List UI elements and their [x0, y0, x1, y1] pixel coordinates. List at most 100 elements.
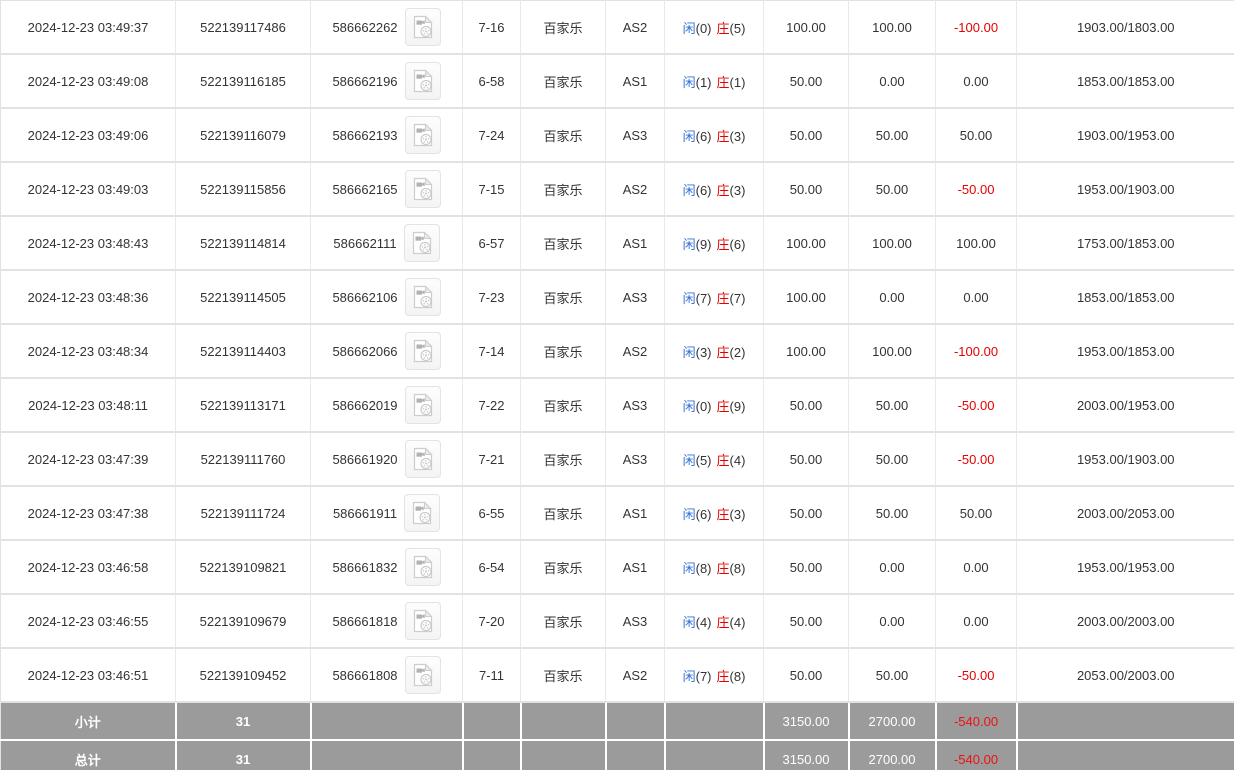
- banker-count: (4): [729, 452, 746, 468]
- table-no-cell: 6-54: [462, 540, 521, 595]
- video-replay-button[interactable]: [403, 224, 440, 262]
- player-label: 闲: [682, 668, 696, 684]
- player-label: 闲: [682, 344, 696, 360]
- balance-cell: 2003.00/1953.00: [1016, 378, 1234, 433]
- table-row: 2024-12-23 03:49:03 522139115856 5866621…: [0, 162, 1234, 217]
- video-replay-button[interactable]: [404, 386, 441, 424]
- bet-time-cell: 2024-12-23 03:49:08: [0, 54, 176, 109]
- desk-code-cell: AS3: [605, 594, 665, 649]
- video-replay-button[interactable]: [404, 116, 441, 154]
- video-replay-button[interactable]: [404, 62, 441, 100]
- player-label: 闲: [682, 182, 696, 198]
- video-replay-button[interactable]: [404, 170, 441, 208]
- round-cell: 586662111: [310, 216, 463, 271]
- total-count: 31: [175, 740, 312, 770]
- bet-amount-cell: 50.00: [763, 378, 849, 433]
- win-loss-cell: -100.00: [935, 0, 1017, 55]
- player-count: (5): [695, 452, 712, 468]
- valid-amount-cell: 0.00: [848, 54, 936, 109]
- banker-label: 庄: [716, 236, 730, 252]
- win-loss-cell: 0.00: [935, 594, 1017, 649]
- video-replay-button[interactable]: [404, 8, 441, 46]
- banker-label: 庄: [716, 290, 730, 306]
- balance-cell: 1953.00/1953.00: [1016, 540, 1234, 595]
- bet-time-cell: 2024-12-23 03:48:11: [0, 378, 176, 433]
- order-id-cell: 522139111724: [175, 486, 311, 541]
- table-row: 2024-12-23 03:49:37 522139117486 5866622…: [0, 0, 1234, 55]
- round-id: 586661808: [332, 667, 398, 683]
- video-replay-button[interactable]: [404, 656, 441, 694]
- round-cell: 586662193: [310, 108, 463, 163]
- player-label: 闲: [682, 452, 696, 468]
- game-name-cell: 百家乐: [520, 108, 606, 163]
- player-label: 闲: [682, 614, 696, 630]
- result-cell: 闲(0) 庄(5): [664, 0, 764, 55]
- game-name-cell: 百家乐: [520, 486, 606, 541]
- desk-code-cell: AS1: [605, 486, 665, 541]
- table-no-cell: 6-57: [462, 216, 521, 271]
- subtotal-label: 小计: [0, 702, 177, 741]
- banker-label: 庄: [716, 398, 730, 414]
- video-replay-button[interactable]: [404, 602, 441, 640]
- table-no-cell: 7-16: [462, 0, 521, 55]
- table-row: 2024-12-23 03:46:58 522139109821 5866618…: [0, 540, 1234, 595]
- table-no-cell: 6-55: [462, 486, 521, 541]
- table-row: 2024-12-23 03:46:51 522139109452 5866618…: [0, 648, 1234, 703]
- win-loss-cell: -100.00: [935, 324, 1017, 379]
- total-empty-cell: [664, 740, 765, 770]
- round-id: 586661920: [332, 451, 398, 467]
- desk-code-cell: AS2: [605, 324, 665, 379]
- win-loss-cell: 0.00: [935, 270, 1017, 325]
- subtotal-row: 小计 31 3150.00 2700.00 -540.00: [0, 702, 1234, 741]
- order-id-cell: 522139109821: [175, 540, 311, 595]
- desk-code-cell: AS1: [605, 216, 665, 271]
- balance-cell: 1903.00/1953.00: [1016, 108, 1234, 163]
- round-id: 586662193: [332, 127, 398, 143]
- balance-cell: 2003.00/2003.00: [1016, 594, 1234, 649]
- video-replay-button[interactable]: [404, 278, 441, 316]
- bet-time-cell: 2024-12-23 03:47:38: [0, 486, 176, 541]
- bet-time-cell: 2024-12-23 03:49:06: [0, 108, 176, 163]
- order-id-cell: 522139109679: [175, 594, 311, 649]
- win-loss-cell: -50.00: [935, 378, 1017, 433]
- bet-time-cell: 2024-12-23 03:49:03: [0, 162, 176, 217]
- order-id-cell: 522139114403: [175, 324, 311, 379]
- player-label: 闲: [682, 290, 696, 306]
- win-loss-cell: 100.00: [935, 216, 1017, 271]
- video-replay-button[interactable]: [404, 548, 441, 586]
- game-name-cell: 百家乐: [520, 0, 606, 55]
- balance-cell: 1953.00/1853.00: [1016, 324, 1234, 379]
- order-id-cell: 522139116079: [175, 108, 311, 163]
- order-id-cell: 522139114814: [175, 216, 311, 271]
- bet-amount-cell: 50.00: [763, 432, 849, 487]
- total-empty-cell: [520, 740, 607, 770]
- game-name-cell: 百家乐: [520, 648, 606, 703]
- player-label: 闲: [682, 398, 696, 414]
- bet-time-cell: 2024-12-23 03:46:51: [0, 648, 176, 703]
- player-label: 闲: [682, 128, 696, 144]
- video-replay-button[interactable]: [404, 332, 441, 370]
- valid-amount-cell: 50.00: [848, 108, 936, 163]
- player-label: 闲: [682, 74, 696, 90]
- table-row: 2024-12-23 03:48:36 522139114505 5866621…: [0, 270, 1234, 325]
- banker-label: 庄: [716, 20, 730, 36]
- round-id: 586661818: [332, 613, 398, 629]
- table-no-cell: 7-23: [462, 270, 521, 325]
- order-id-cell: 522139114505: [175, 270, 311, 325]
- desk-code-cell: AS2: [605, 0, 665, 55]
- subtotal-empty-cell: [605, 702, 666, 741]
- win-loss-cell: 50.00: [935, 486, 1017, 541]
- video-replay-button[interactable]: [404, 440, 441, 478]
- order-id-cell: 522139109452: [175, 648, 311, 703]
- table-no-cell: 7-21: [462, 432, 521, 487]
- bet-amount-cell: 50.00: [763, 54, 849, 109]
- order-id-cell: 522139115856: [175, 162, 311, 217]
- round-id: 586662196: [332, 73, 398, 89]
- video-replay-button[interactable]: [404, 494, 441, 532]
- round-cell: 586662165: [310, 162, 463, 217]
- result-cell: 闲(6) 庄(3): [664, 162, 764, 217]
- subtotal-count: 31: [175, 702, 312, 741]
- banker-label: 庄: [716, 74, 730, 90]
- banker-label: 庄: [716, 182, 730, 198]
